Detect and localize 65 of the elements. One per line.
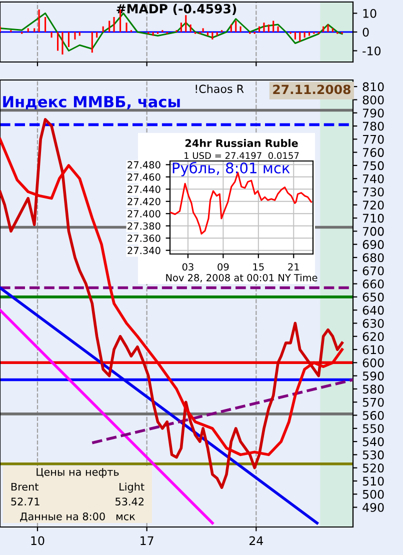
- y-tick-label: 630: [362, 318, 384, 328]
- chart-subtitle: 1 USD = 27.4197 0.0157: [184, 152, 299, 159]
- y-tick-label: 790: [362, 108, 384, 118]
- y-tick-label: 530: [362, 450, 384, 460]
- y-tick-label: 740: [362, 174, 384, 184]
- y-tick-label: 520: [362, 464, 384, 472]
- x-tick-label: 17: [140, 536, 154, 545]
- x-tick-label: 10: [31, 536, 44, 546]
- annotation: Brent: [11, 482, 38, 491]
- y-tick-label: 710: [362, 214, 384, 223]
- y-tick-label: 10: [363, 8, 376, 18]
- x-tick-label: 15: [253, 263, 264, 271]
- y-tick-label: 27.420: [128, 198, 160, 206]
- y-tick-label: 27.440: [128, 186, 160, 193]
- y-tick-label: 570: [362, 398, 384, 407]
- annotation: !Chaos R: [196, 84, 244, 94]
- x-tick-label: 21: [288, 263, 299, 270]
- y-tick-label: 27.460: [128, 173, 160, 181]
- y-tick-label: 660: [362, 280, 384, 288]
- chart-title: #MADP (-0.4593): [116, 4, 236, 15]
- annotation: 52.71: [11, 498, 40, 506]
- x-axis-title: Nov 28, 2008 at 00:01 NY Time: [166, 274, 318, 282]
- y-tick-label: 27.480: [128, 161, 160, 169]
- x-tick-label: 24: [250, 536, 264, 545]
- y-tick-label: 590: [362, 372, 384, 380]
- y-tick-label: 620: [362, 332, 384, 342]
- y-tick-label: 700: [362, 226, 384, 236]
- annotation: Данные на 8:00 мск: [20, 512, 136, 522]
- annotation: Индекс ММВБ, часы: [3, 96, 180, 110]
- x-tick-label: 03: [182, 263, 194, 271]
- y-tick-label: 770: [362, 134, 384, 144]
- y-tick-label: 500: [362, 490, 384, 499]
- y-tick-label: 27.340: [128, 246, 160, 254]
- y-tick-label: 760: [362, 148, 384, 157]
- y-tick-label: 720: [362, 200, 384, 210]
- y-tick-label: 680: [362, 253, 384, 262]
- y-tick-label: 27.380: [128, 222, 160, 230]
- annotation: 27.11.2008: [273, 84, 350, 94]
- y-tick-label: 27.400: [128, 210, 160, 218]
- chart-title: 24hr Russian Ruble: [185, 139, 298, 148]
- y-tick-label: 610: [362, 345, 384, 354]
- annotation: Цены на нефть: [36, 468, 119, 478]
- y-tick-label: 800: [362, 95, 384, 104]
- annotation: 53.42: [116, 498, 144, 506]
- y-tick-label: 730: [362, 187, 384, 196]
- x-tick-label: 09: [218, 263, 229, 271]
- y-tick-label: 640: [362, 306, 384, 315]
- y-tick-label: 540: [362, 437, 384, 446]
- y-tick-label: 650: [362, 292, 384, 302]
- y-tick-label: 670: [362, 266, 384, 276]
- y-tick-label: 490: [362, 503, 384, 512]
- y-tick-label: 580: [362, 384, 384, 394]
- y-tick-label: 750: [362, 161, 384, 170]
- annotation: Рубль, 8:01 мск: [172, 162, 290, 176]
- y-tick-label: 810: [362, 82, 384, 92]
- y-tick-label: 560: [362, 410, 384, 420]
- y-tick-label: -10: [362, 46, 381, 56]
- y-tick-label: 550: [362, 424, 384, 434]
- y-tick-label: 600: [362, 358, 384, 368]
- annotation: Light: [120, 482, 144, 493]
- y-tick-label: 510: [362, 476, 384, 486]
- y-tick-label: 780: [362, 122, 384, 131]
- y-tick-label: 27.360: [128, 234, 160, 242]
- y-tick-label: 0: [362, 28, 369, 37]
- y-tick-label: 690: [362, 240, 384, 249]
